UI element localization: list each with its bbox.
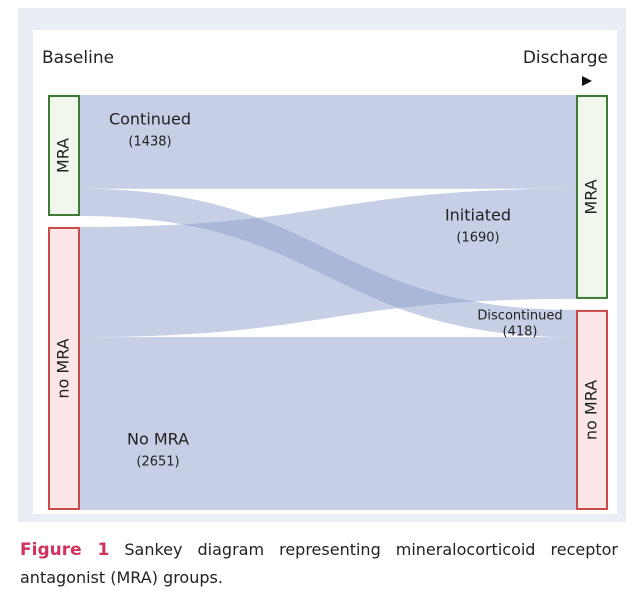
- node: [48, 95, 80, 216]
- flows: [80, 95, 576, 510]
- chart: Baseline Discharge Continued (1438) Discon…: [33, 30, 617, 514]
- flow: [80, 188, 576, 338]
- caption: Figure 1 Sankey diagram representing min…: [20, 536, 618, 591]
- value-label: (1690): [456, 231, 499, 246]
- flow: [80, 337, 576, 510]
- node: [576, 309, 608, 510]
- node: [576, 95, 608, 299]
- caption-text: Sankey diagram representing mineralocort…: [20, 540, 619, 587]
- flow-label: No MRA: [127, 430, 189, 449]
- value-label: (2651): [136, 455, 179, 470]
- node-label: no MRA: [582, 380, 601, 440]
- arrow-head: [582, 76, 592, 86]
- stage-label: Discharge: [523, 48, 608, 68]
- flow: [80, 95, 576, 189]
- flow-label: Continued: [109, 110, 191, 129]
- node-label: no MRA: [54, 338, 73, 398]
- flow-label: Discontinued: [477, 309, 562, 324]
- flow-label: Initiated: [445, 206, 511, 225]
- value-label: (418): [503, 325, 538, 340]
- node-label: MRA: [582, 179, 601, 214]
- caption-label: Figure 1: [20, 540, 110, 560]
- node: [48, 226, 80, 511]
- value-label: (1438): [128, 135, 171, 150]
- node-label: MRA: [54, 138, 73, 173]
- stage-label: Baseline: [42, 48, 114, 68]
